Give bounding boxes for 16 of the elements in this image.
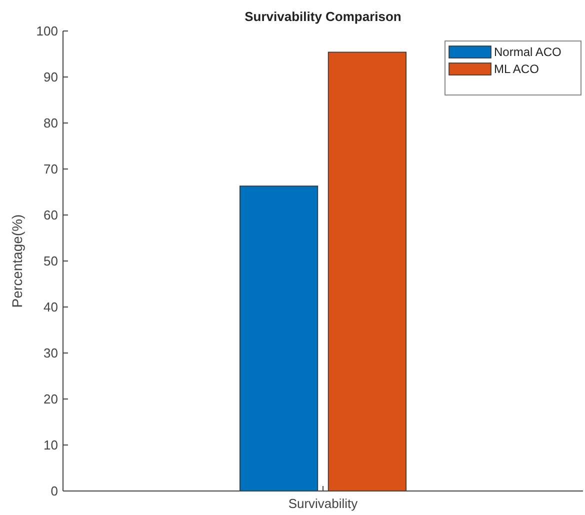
y-tick-label: 80 — [44, 116, 58, 131]
y-tick-label: 20 — [44, 392, 58, 407]
y-tick-label: 70 — [44, 162, 58, 177]
y-tick-label: 40 — [44, 300, 58, 315]
y-tick-label: 30 — [44, 346, 58, 361]
y-tick-label: 10 — [44, 438, 58, 453]
legend-label: ML ACO — [494, 62, 539, 76]
y-tick-label: 50 — [44, 254, 58, 269]
y-tick-label: 90 — [44, 70, 58, 85]
legend-label: Normal ACO — [494, 45, 562, 60]
chart-title: Survivability Comparison — [244, 9, 402, 24]
y-tick-label: 0 — [50, 484, 58, 499]
y-tick-label: 100 — [36, 24, 58, 39]
x-tick-label: Survivability — [288, 496, 358, 511]
y-axis-title: Percentage(%) — [9, 214, 25, 308]
y-tick-label: 60 — [44, 208, 58, 223]
